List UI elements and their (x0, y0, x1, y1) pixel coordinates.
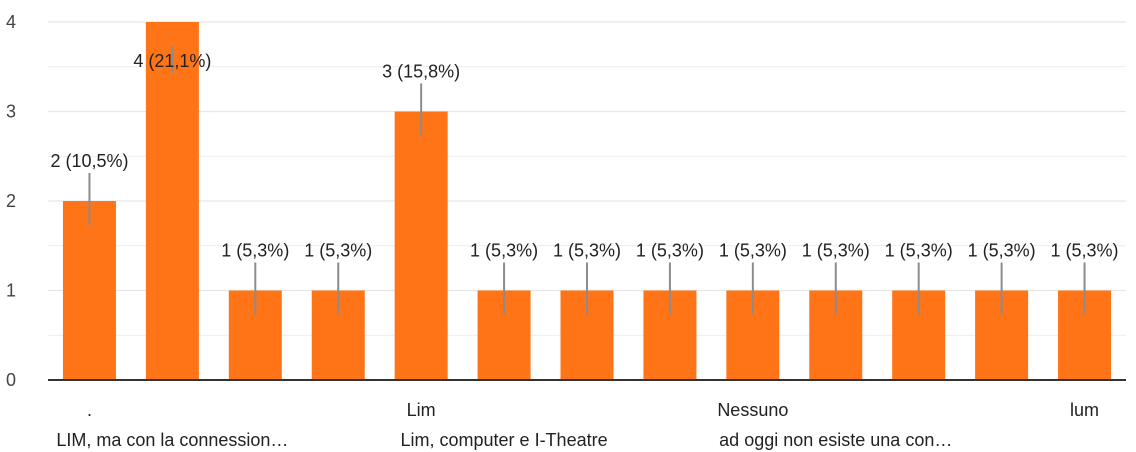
x-category-label: Lim (407, 400, 436, 420)
bar (62, 201, 116, 380)
x-category-label: lum (1070, 400, 1099, 420)
data-label: 1 (5,3%) (719, 241, 787, 261)
gridlines (48, 21, 1126, 336)
data-label: 1 (5,3%) (802, 241, 870, 261)
data-label: 1 (5,3%) (885, 241, 953, 261)
data-label: 1 (5,3%) (470, 241, 538, 261)
y-tick-label: 1 (6, 281, 16, 301)
data-label: 1 (5,3%) (221, 241, 289, 261)
y-axis-ticks: 0 1 2 3 4 (6, 12, 16, 390)
data-label: 1 (5,3%) (1051, 241, 1119, 261)
y-tick-label: 4 (6, 12, 16, 32)
data-label: 1 (5,3%) (968, 241, 1036, 261)
data-label-leaders (88, 46, 1086, 315)
x-category-label: Nessuno (717, 400, 788, 420)
data-label: 3 (15,8%) (382, 62, 460, 82)
x-category-label: ad oggi non esiste una con… (719, 430, 952, 450)
data-label: 1 (5,3%) (304, 241, 372, 261)
bar (394, 111, 448, 380)
y-tick-label: 2 (6, 191, 16, 211)
x-category-label: LIM, ma con la connession… (56, 430, 288, 450)
data-label: 2 (10,5%) (50, 151, 128, 171)
y-tick-label: 0 (6, 370, 16, 390)
bar (145, 22, 199, 380)
data-label: 4 (21,1%) (133, 51, 211, 71)
data-label: 1 (5,3%) (553, 241, 621, 261)
x-axis-category-labels: . LIM, ma con la connession… Lim Lim, compu… (56, 400, 1099, 450)
data-label: 1 (5,3%) (636, 241, 704, 261)
y-tick-label: 3 (6, 102, 16, 122)
x-category-label: Lim, computer e I-Theatre (401, 430, 608, 450)
data-labels: 2 (10,5%) 4 (21,1%) 1 (5,3%) 1 (5,3%) 3 (15,… (50, 51, 1118, 261)
x-category-label: . (87, 400, 92, 420)
bars (62, 22, 1112, 380)
